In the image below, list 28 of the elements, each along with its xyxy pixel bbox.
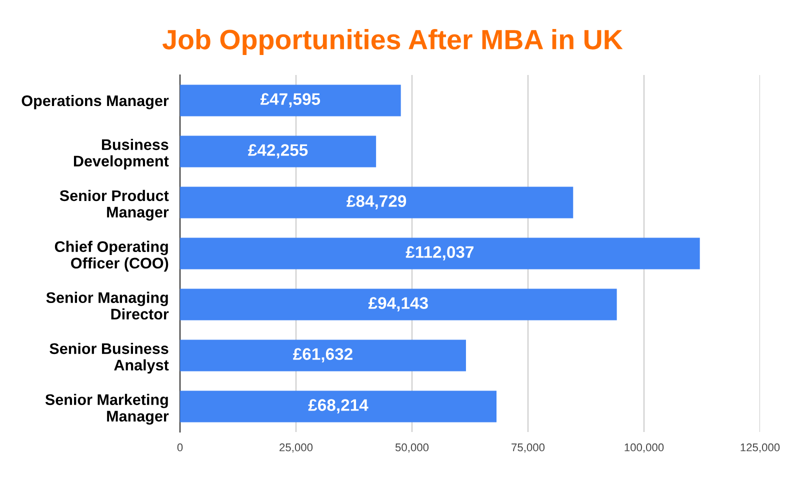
data-label: £84,729 — [346, 195, 406, 210]
bar — [180, 136, 376, 168]
y-tick-label: Senior Managing Director — [46, 292, 169, 320]
y-tick-label: Senior Business Analyst — [50, 342, 169, 374]
data-label: £94,143 — [368, 297, 428, 312]
data-label: £42,255 — [248, 144, 308, 158]
y-tick-label: Senior Marketing Manager — [45, 394, 169, 425]
data-label: £61,632 — [293, 348, 352, 362]
bar — [180, 84, 401, 116]
x-tick-label: 100,000 — [624, 443, 664, 453]
x-tick-label: 50,000 — [395, 443, 429, 453]
chart-title: Job Opportunities After MBA in UK — [162, 29, 623, 55]
bar — [180, 390, 497, 422]
bar — [180, 288, 617, 320]
bar — [180, 186, 574, 218]
y-tick-label: Business Development — [74, 138, 169, 170]
x-tick-label: 125,000 — [740, 443, 780, 453]
y-tick-label: Chief Operating Officer (COO) — [54, 240, 168, 272]
data-label: £68,214 — [308, 399, 368, 414]
bar — [180, 238, 700, 270]
y-tick-label: Operations Manager — [22, 94, 169, 110]
x-tick-label: 75,000 — [512, 443, 545, 453]
x-tick-label: 25,000 — [280, 443, 313, 453]
data-label: £112,037 — [406, 246, 474, 260]
x-tick-label: 0 — [177, 443, 183, 452]
y-tick-label: Senior Product Manager — [60, 190, 169, 221]
bar — [180, 340, 466, 372]
data-label: £47,595 — [260, 93, 320, 108]
